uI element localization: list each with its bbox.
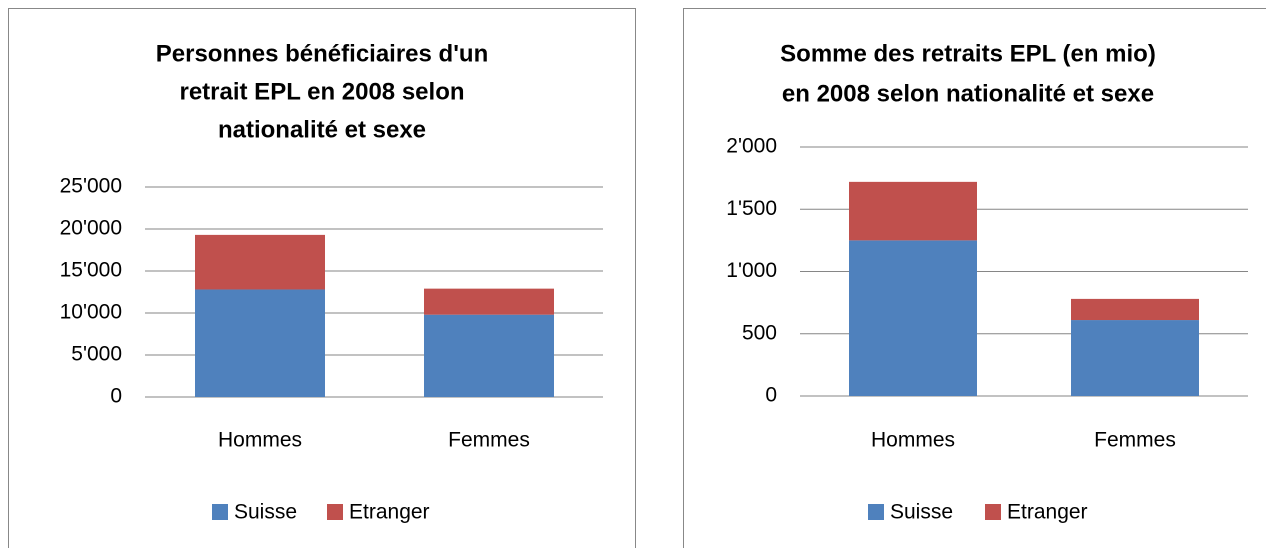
x-tick-label: Hommes [218,429,302,452]
bar-segment [849,181,977,241]
chart-title: Somme des retraits EPL (en mio) [780,40,1156,67]
bar-segment [195,289,325,397]
legend-swatch [327,504,343,520]
bar-segment [424,288,554,315]
bar-segment [424,314,554,397]
y-tick-label: 0 [110,385,122,408]
y-tick-label: 15'000 [60,259,122,282]
legend-swatch [868,504,884,520]
chart-title: Personnes bénéficiaires d'un [156,40,488,67]
x-tick-label: Femmes [1094,429,1176,452]
chart-title: en 2008 selon nationalité et sexe [782,80,1154,107]
legend-label: Etranger [349,501,430,524]
y-tick-label: 25'000 [60,175,122,198]
legend-swatch [985,504,1001,520]
bar-segment [849,240,977,396]
y-tick-label: 5'000 [71,343,122,366]
chart-title: nationalité et sexe [218,116,426,143]
legend-label: Etranger [1007,501,1088,524]
y-tick-label: 0 [765,384,777,407]
y-tick-label: 1'500 [726,197,777,220]
legend-label: Suisse [234,501,297,524]
legend-label: Suisse [890,501,953,524]
y-tick-label: 500 [742,321,777,344]
y-tick-label: 10'000 [60,301,122,324]
bar-segment [1071,298,1199,321]
panel-border [8,8,636,548]
x-tick-label: Femmes [448,429,530,452]
y-tick-label: 2'000 [726,135,777,158]
bar-segment [195,234,325,290]
chart-title: retrait EPL en 2008 selon [179,78,464,105]
bar-segment [1071,320,1199,396]
panel-border [683,8,1266,548]
legend-swatch [212,504,228,520]
y-tick-label: 1'000 [726,259,777,282]
x-tick-label: Hommes [871,429,955,452]
y-tick-label: 20'000 [60,217,122,240]
